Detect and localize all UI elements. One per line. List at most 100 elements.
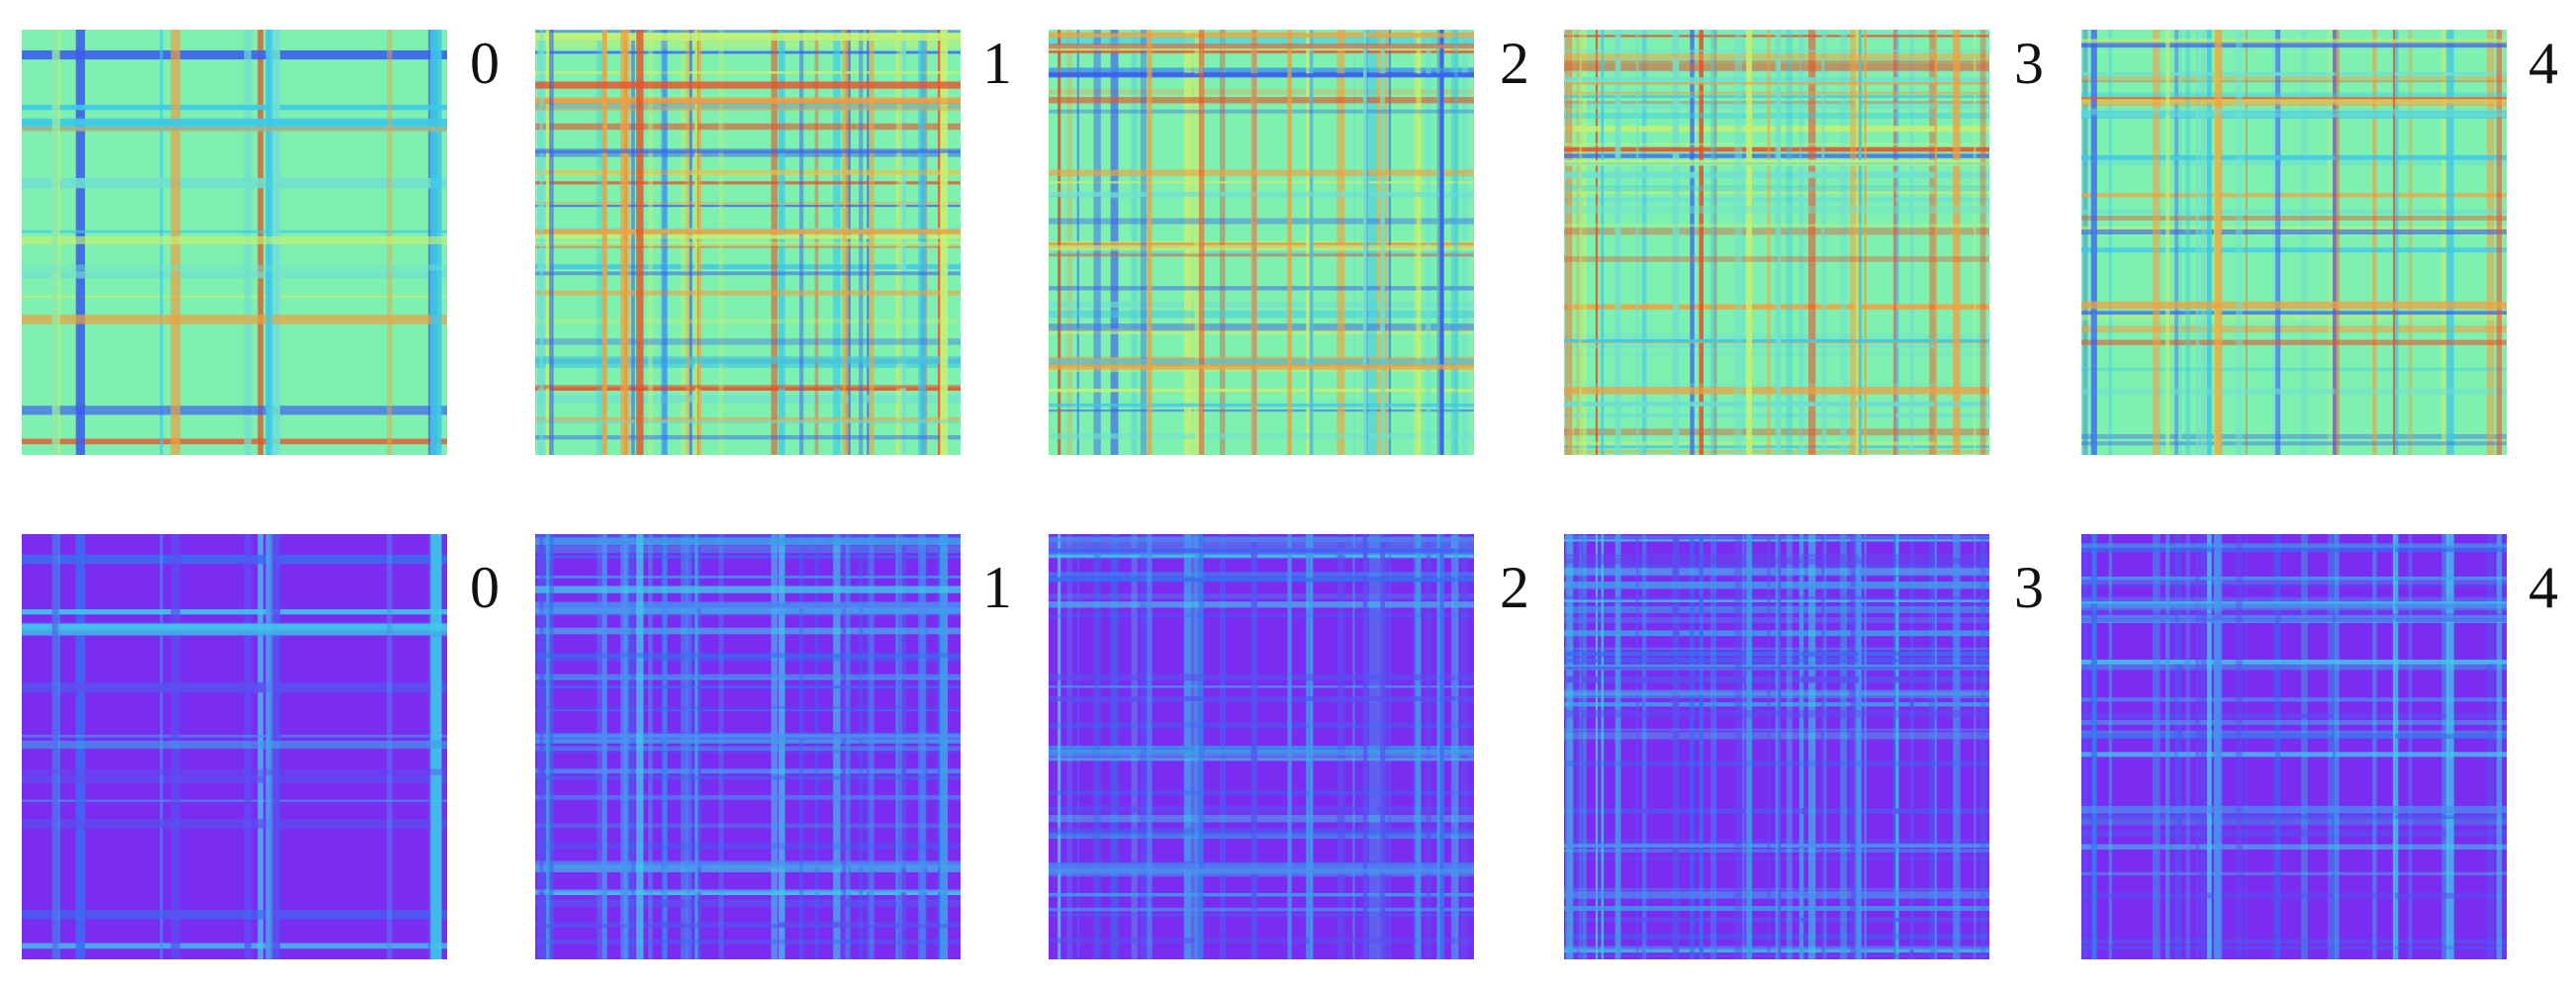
stripe-v bbox=[1383, 30, 1388, 455]
stripe-v bbox=[2272, 534, 2275, 959]
stripe-h bbox=[535, 228, 961, 234]
stripe-h bbox=[2081, 752, 2507, 758]
stripe-v bbox=[694, 534, 697, 959]
stripe-h bbox=[535, 733, 961, 739]
stripe-h bbox=[1049, 572, 1474, 577]
stripe-h bbox=[22, 264, 447, 271]
stripe-h bbox=[1564, 905, 1989, 912]
stripe-v bbox=[798, 534, 804, 959]
stripe-h bbox=[22, 608, 447, 615]
stripe-v bbox=[1858, 534, 1862, 959]
stripe-v bbox=[1798, 30, 1802, 455]
stripe-v bbox=[636, 30, 644, 455]
stripe-h bbox=[1049, 218, 1474, 225]
stripe-h bbox=[1049, 572, 1474, 581]
stripe-h bbox=[535, 338, 961, 345]
stripe-v bbox=[1576, 30, 1581, 455]
stripe-v bbox=[1363, 534, 1367, 959]
stripe-v bbox=[1850, 30, 1857, 455]
stripe-v bbox=[549, 30, 554, 455]
stripe-v bbox=[2174, 534, 2178, 959]
stripe-h bbox=[2081, 871, 2507, 876]
stripe-v bbox=[1579, 534, 1583, 959]
stripe-h bbox=[1049, 192, 1474, 197]
stripe-v bbox=[1306, 534, 1310, 959]
stripe-h bbox=[22, 740, 447, 749]
stripe-h bbox=[2081, 946, 2507, 950]
stripe-v bbox=[1636, 534, 1639, 959]
stripe-h bbox=[1049, 790, 1474, 795]
stripe-h bbox=[1049, 323, 1474, 331]
heatmap-panel bbox=[2081, 30, 2507, 455]
stripe-h bbox=[2081, 713, 2507, 719]
stripe-h bbox=[535, 674, 961, 680]
stripe-h bbox=[2081, 228, 2507, 235]
stripe-h bbox=[1049, 814, 1474, 823]
stripe-v bbox=[1093, 30, 1101, 455]
stripe-v bbox=[1713, 534, 1717, 959]
stripe-v bbox=[648, 30, 653, 455]
stripe-h bbox=[1049, 310, 1474, 318]
stripe-v bbox=[648, 534, 653, 959]
stripe-h bbox=[2081, 311, 2507, 316]
stripe-v bbox=[1709, 30, 1716, 455]
stripe-h bbox=[1049, 547, 1474, 554]
stripe-h bbox=[535, 655, 961, 662]
stripe-h bbox=[2081, 158, 2507, 166]
stripe-h bbox=[1049, 67, 1474, 76]
stripe-v bbox=[1746, 30, 1753, 455]
stripe-v bbox=[1190, 30, 1197, 455]
stripe-v bbox=[2090, 30, 2097, 455]
stripe-v bbox=[689, 534, 692, 959]
stripe-h bbox=[535, 794, 961, 800]
stripe-v bbox=[681, 30, 689, 455]
stripe-v bbox=[631, 30, 635, 455]
stripe-h bbox=[1049, 907, 1474, 912]
stripe-v bbox=[1709, 534, 1716, 959]
stripe-v bbox=[1287, 534, 1292, 959]
stripe-v bbox=[2185, 30, 2191, 455]
stripe-v bbox=[1713, 30, 1717, 455]
stripe-v bbox=[1934, 30, 1937, 455]
stripe-v bbox=[2090, 534, 2097, 959]
stripe-v bbox=[1368, 30, 1377, 455]
stripe-h bbox=[1564, 557, 1989, 565]
stripe-h bbox=[22, 126, 447, 133]
stripe-h bbox=[1049, 892, 1474, 897]
stripe-h bbox=[535, 102, 961, 110]
stripe-v bbox=[2486, 30, 2495, 455]
stripe-h bbox=[535, 387, 961, 392]
stripe-v bbox=[1194, 30, 1201, 455]
heatmap-panel bbox=[2081, 534, 2507, 959]
stripe-h bbox=[2081, 580, 2507, 585]
stripe-v bbox=[545, 534, 551, 959]
stripe-h bbox=[22, 734, 447, 738]
stripe-v bbox=[845, 534, 851, 959]
stripe-h bbox=[2081, 42, 2507, 48]
stripe-v bbox=[1636, 30, 1639, 455]
heatmap-panel bbox=[1049, 534, 1474, 959]
stripe-h bbox=[535, 864, 961, 872]
stripe-h bbox=[535, 899, 961, 908]
stripe-v bbox=[814, 534, 819, 959]
stripe-v bbox=[1368, 534, 1377, 959]
panel-label: 2 bbox=[1500, 555, 1529, 620]
stripe-v bbox=[1250, 534, 1257, 959]
stripe-v bbox=[1194, 534, 1201, 959]
stripe-h bbox=[1049, 388, 1474, 393]
stripe-v bbox=[2408, 534, 2413, 959]
stripe-h bbox=[2081, 612, 2507, 620]
stripe-h bbox=[535, 601, 961, 609]
stripe-v bbox=[2445, 534, 2454, 959]
stripe-h bbox=[1049, 862, 1474, 871]
stripe-v bbox=[2195, 30, 2200, 455]
stripe-h bbox=[535, 105, 961, 112]
stripe-v bbox=[1426, 30, 1431, 455]
stripe-v bbox=[1821, 534, 1825, 959]
stripe-v bbox=[842, 534, 847, 959]
stripe-v bbox=[2496, 30, 2503, 455]
stripe-h bbox=[2081, 114, 2507, 119]
stripe-v bbox=[1450, 30, 1459, 455]
stripe-v bbox=[1198, 534, 1205, 959]
stripe-v bbox=[1767, 30, 1771, 455]
